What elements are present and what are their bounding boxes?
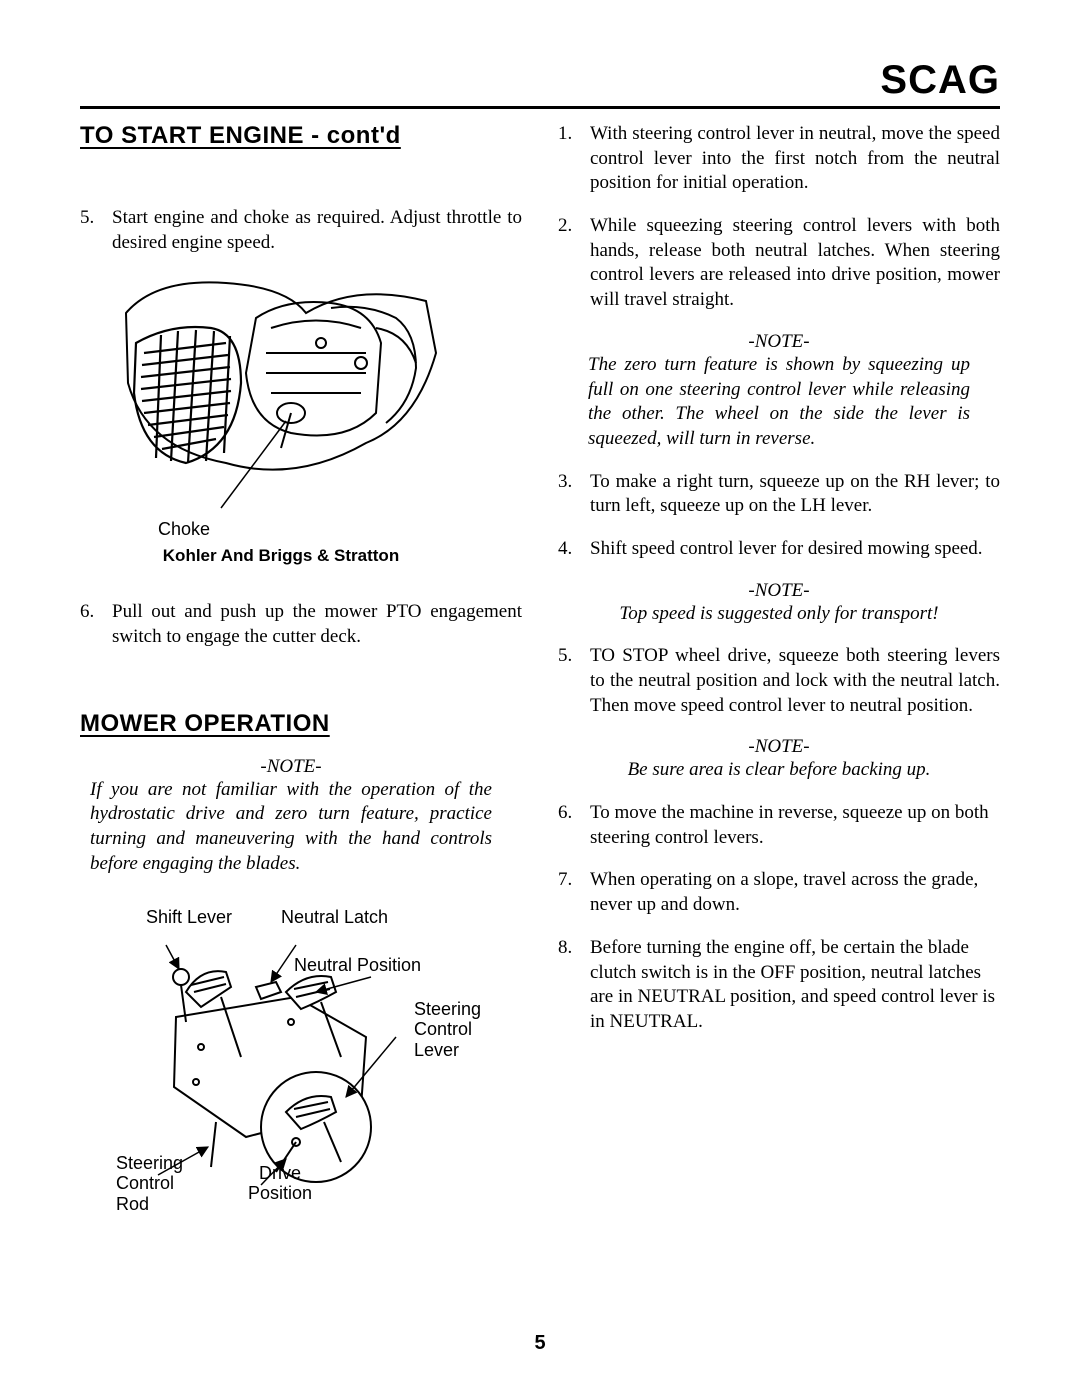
- fig-label-neutral-position: Neutral Position: [294, 955, 421, 976]
- header-rule: [80, 106, 1000, 109]
- list-item: 4. Shift speed control lever for desired…: [558, 537, 1000, 562]
- list-number: 4.: [558, 537, 590, 562]
- list-item: 3. To make a right turn, squeeze up on t…: [558, 470, 1000, 519]
- list-item: 6. To move the machine in reverse, squee…: [558, 801, 1000, 850]
- note-text: If you are not familiar with the operati…: [90, 778, 492, 877]
- note-heading: -NOTE-: [588, 736, 970, 758]
- two-column-layout: TO START ENGINE - cont'd 5. Start engine…: [80, 122, 1000, 1237]
- list-text: To make a right turn, squeeze up on the …: [590, 470, 1000, 519]
- list-text: When operating on a slope, travel across…: [590, 868, 1000, 917]
- note-block: -NOTE- Top speed is suggested only for t…: [588, 580, 970, 627]
- list-item: 8. Before turning the engine off, be cer…: [558, 936, 1000, 1035]
- note-text: The zero turn feature is shown by squeez…: [588, 353, 970, 452]
- note-block: -NOTE- The zero turn feature is shown by…: [588, 331, 970, 452]
- note-block: -NOTE- Be sure area is clear before back…: [588, 736, 970, 783]
- controls-illustration: Shift Lever Neutral Latch Neutral Positi…: [116, 907, 496, 1237]
- list-number: 1.: [558, 122, 590, 196]
- list-item: 7. When operating on a slope, travel acr…: [558, 868, 1000, 917]
- list-number: 6.: [558, 801, 590, 850]
- right-column: 1. With steering control lever in neutra…: [558, 122, 1000, 1237]
- brand-logo: SCAG: [880, 58, 1000, 103]
- choke-label: Choke: [158, 519, 522, 540]
- list-number: 2.: [558, 214, 590, 313]
- list-number: 5.: [80, 206, 112, 255]
- fig-label-drive-position: Drive Position: [248, 1163, 312, 1204]
- manual-page: SCAG TO START ENGINE - cont'd 5. Start e…: [0, 0, 1080, 1397]
- section-heading-mower-operation: MOWER OPERATION: [80, 710, 522, 738]
- note-heading: -NOTE-: [588, 580, 970, 602]
- fig-label-steering-lever: Steering Control Lever: [414, 999, 481, 1061]
- fig-label-neutral-latch: Neutral Latch: [281, 907, 388, 928]
- list-number: 3.: [558, 470, 590, 519]
- list-text: With steering control lever in neutral, …: [590, 122, 1000, 196]
- list-number: 5.: [558, 644, 590, 718]
- list-item: 6. Pull out and push up the mower PTO en…: [80, 600, 522, 649]
- section-heading-start-engine: TO START ENGINE - cont'd: [80, 122, 522, 150]
- list-item: 5. Start engine and choke as required. A…: [80, 206, 522, 255]
- list-text: While squeezing steering control levers …: [590, 214, 1000, 313]
- list-number: 8.: [558, 936, 590, 1035]
- note-heading: -NOTE-: [588, 331, 970, 353]
- left-column: TO START ENGINE - cont'd 5. Start engine…: [80, 122, 522, 1237]
- figure-caption: Kohler And Briggs & Stratton: [116, 546, 446, 566]
- fig-label-shift-lever: Shift Lever: [146, 907, 232, 928]
- list-text: TO STOP wheel drive, squeeze both steeri…: [590, 644, 1000, 718]
- note-block: -NOTE- If you are not familiar with the …: [90, 756, 492, 877]
- list-text: Start engine and choke as required. Adju…: [112, 206, 522, 255]
- page-number: 5: [0, 1332, 1080, 1355]
- list-text: Shift speed control lever for desired mo…: [590, 537, 1000, 562]
- list-item: 1. With steering control lever in neutra…: [558, 122, 1000, 196]
- note-heading: -NOTE-: [90, 756, 492, 778]
- fig-label-steering-rod: Steering Control Rod: [116, 1153, 183, 1215]
- list-number: 6.: [80, 600, 112, 649]
- list-item: 2. While squeezing steering control leve…: [558, 214, 1000, 313]
- note-text: Top speed is suggested only for transpor…: [588, 602, 970, 627]
- list-item: 5. TO STOP wheel drive, squeeze both ste…: [558, 644, 1000, 718]
- list-text: To move the machine in reverse, squeeze …: [590, 801, 1000, 850]
- note-text: Be sure area is clear before backing up.: [588, 758, 970, 783]
- choke-illustration: [116, 273, 446, 513]
- list-number: 7.: [558, 868, 590, 917]
- list-text: Before turning the engine off, be certai…: [590, 936, 1000, 1035]
- list-text: Pull out and push up the mower PTO engag…: [112, 600, 522, 649]
